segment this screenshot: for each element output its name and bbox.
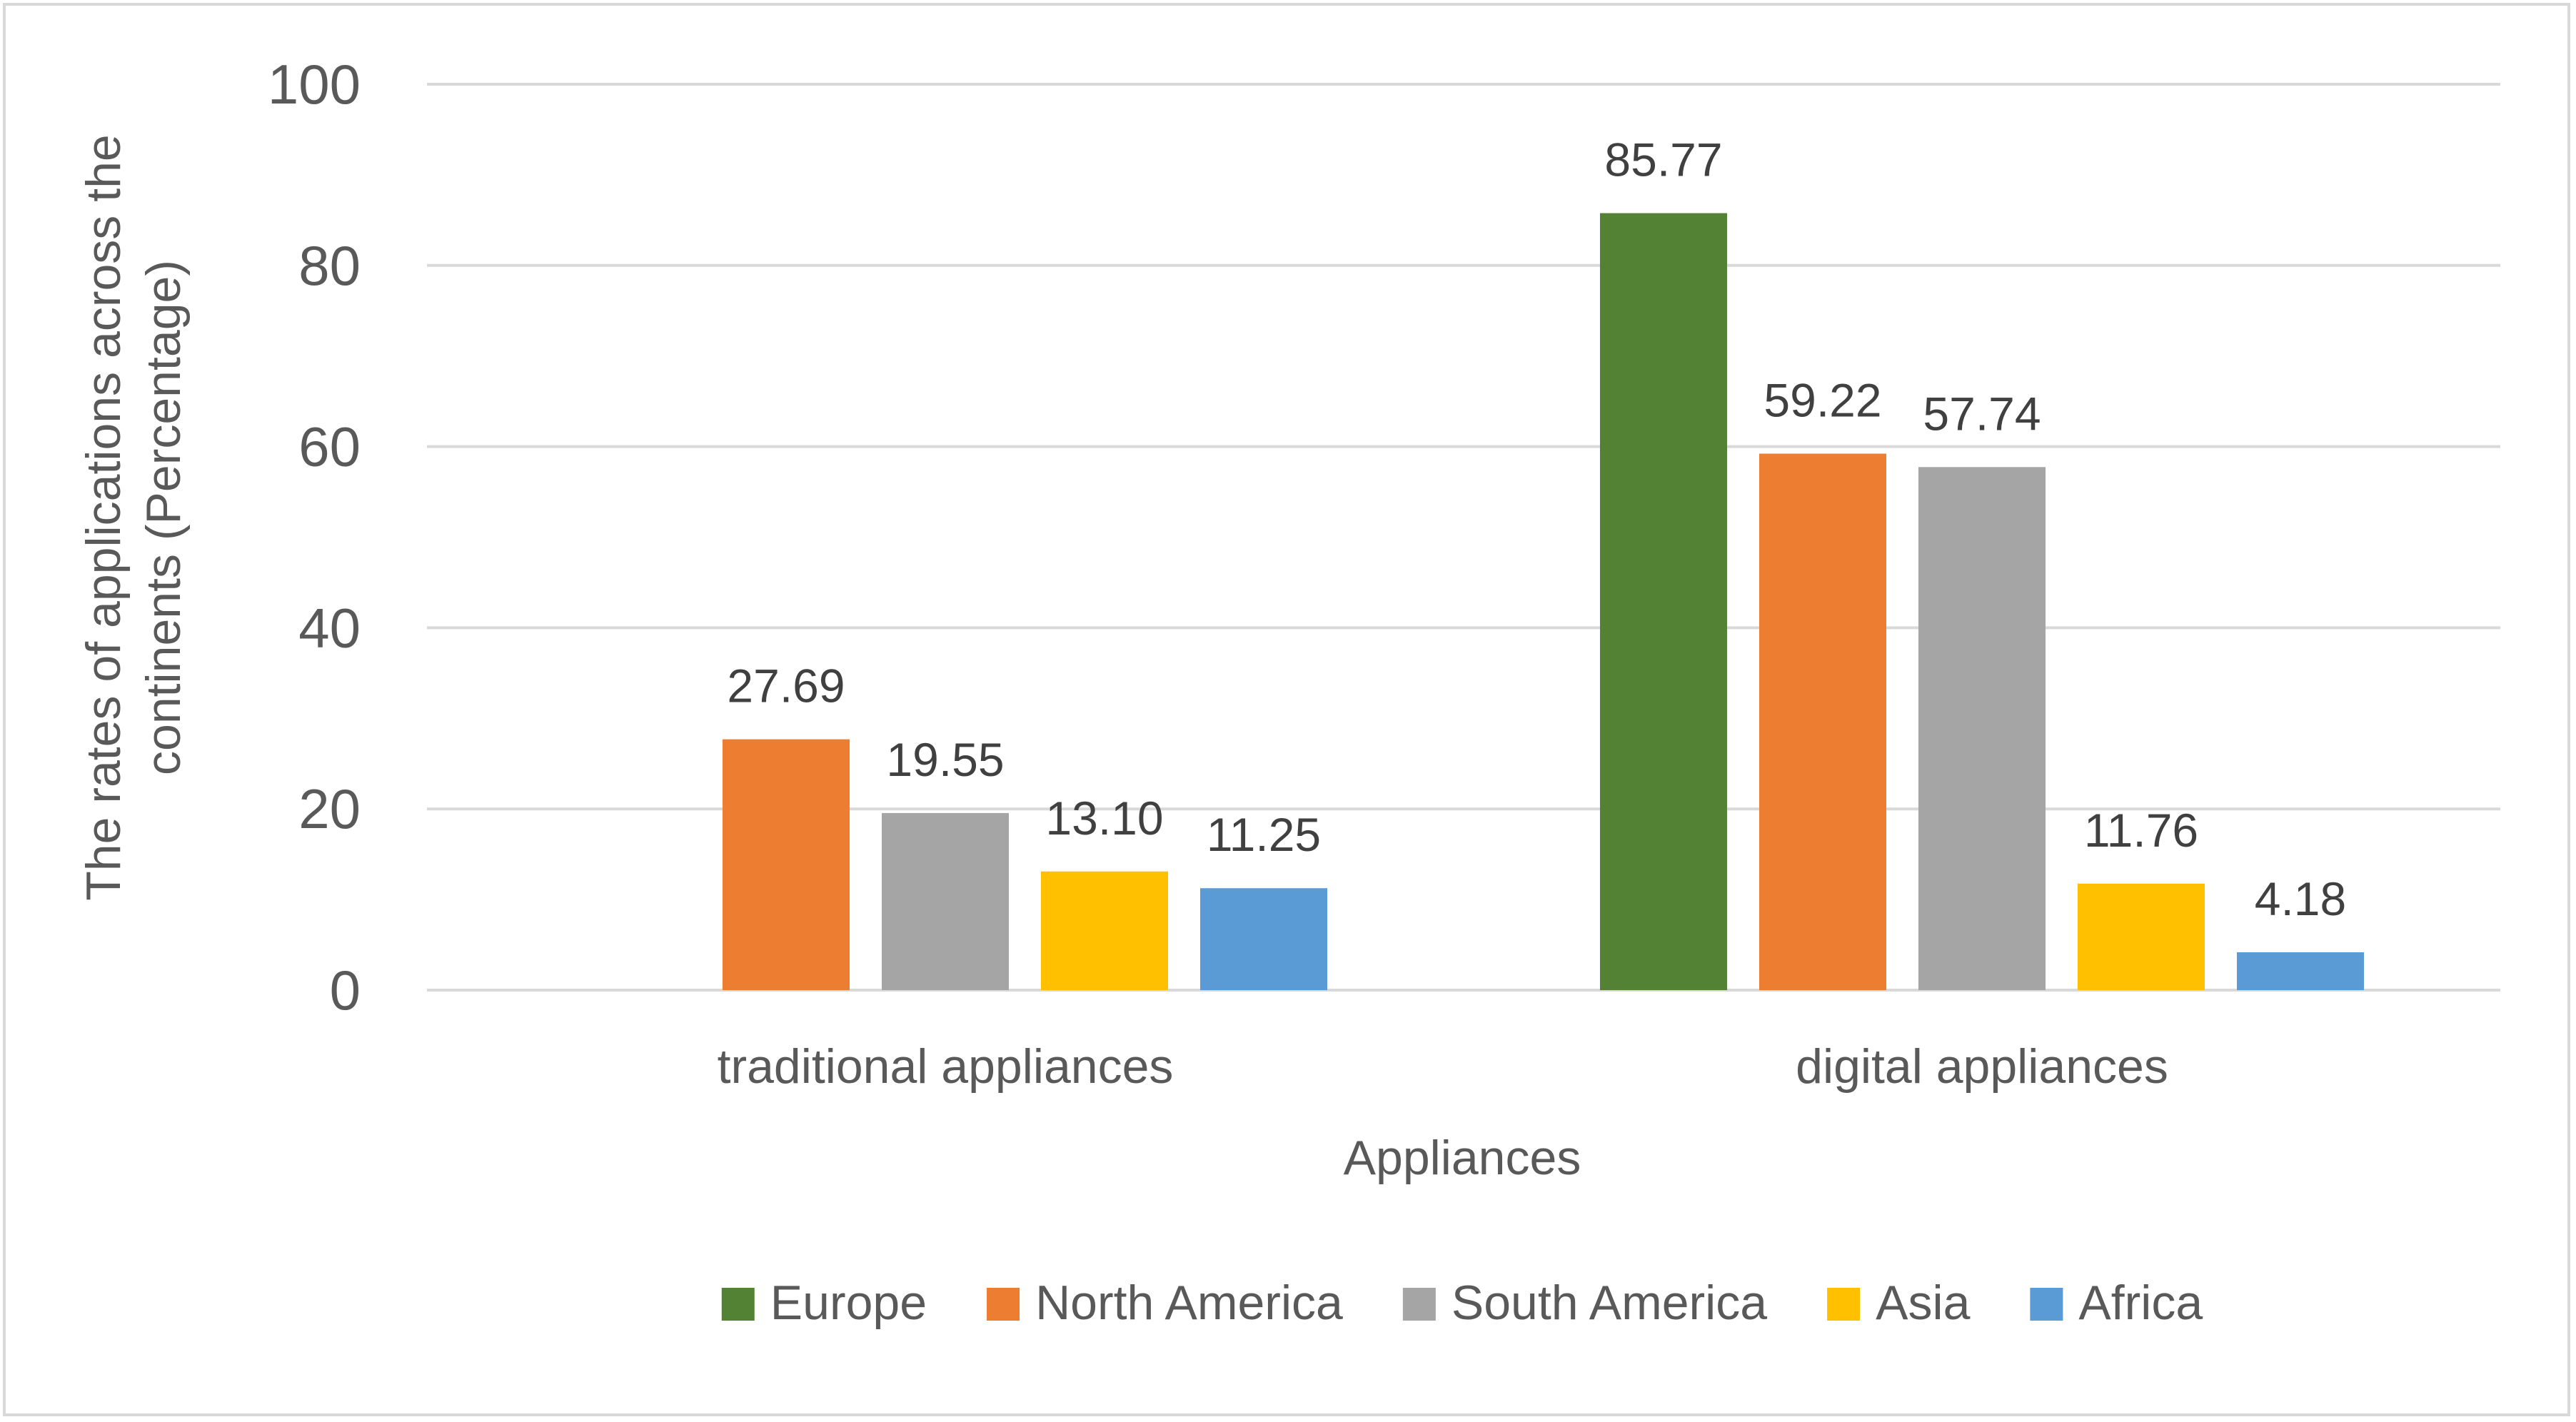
legend-label: South America — [1451, 1276, 1767, 1330]
bar-asia — [2078, 883, 2205, 990]
bar-africa — [1200, 888, 1327, 990]
y-tick-label: 0 — [330, 959, 361, 1022]
data-label: 4.18 — [2255, 872, 2346, 925]
bar-africa — [2237, 952, 2364, 990]
x-axis-categories: traditional appliances digital appliances — [718, 1039, 2168, 1094]
x-category-label: traditional appliances — [718, 1039, 1174, 1094]
data-label: 57.74 — [1923, 387, 2041, 440]
legend-swatch-europe — [721, 1288, 755, 1321]
legend-label: Europe — [770, 1276, 927, 1330]
data-label: 13.10 — [1045, 792, 1163, 844]
x-axis-title: Appliances — [1344, 1131, 1581, 1185]
data-label: 27.69 — [727, 660, 845, 712]
legend-swatch-asia — [1827, 1288, 1861, 1321]
legend-swatch-south-america — [1402, 1288, 1436, 1321]
data-label: 59.22 — [1764, 373, 1881, 426]
data-label: 11.25 — [1207, 808, 1321, 861]
y-tick-label: 40 — [298, 596, 361, 659]
y-axis-title-line-1: The rates of applications across the — [76, 134, 131, 900]
legend-label: Asia — [1876, 1276, 1970, 1330]
data-label: 11.76 — [2084, 804, 2198, 857]
y-tick-label: 100 — [268, 53, 361, 116]
bars — [723, 213, 2364, 990]
data-labels: 27.69 19.55 13.10 11.25 85.77 59.22 57.74 11.76… — [727, 133, 2346, 925]
y-tick-label: 80 — [298, 234, 361, 297]
legend: Europe North America South America Asia Afri… — [721, 1276, 2203, 1330]
bar-europe — [1600, 213, 1727, 990]
y-axis-title: The rates of applications across the con… — [76, 134, 191, 900]
bar-asia — [1041, 871, 1168, 990]
bar-south-america — [1918, 467, 2046, 990]
bar-north-america — [723, 739, 850, 990]
bar-south-america — [882, 812, 1009, 990]
y-tick-label: 20 — [298, 777, 361, 840]
legend-label: Africa — [2078, 1276, 2203, 1330]
chart-frame — [3, 3, 2570, 1416]
legend-swatch-africa — [2030, 1288, 2063, 1321]
data-label: 19.55 — [886, 733, 1004, 786]
y-axis-title-line-2: continents (Percentage) — [136, 260, 191, 775]
y-axis-ticks: 0 20 40 60 80 100 — [268, 53, 361, 1022]
legend-swatch-north-america — [987, 1288, 1020, 1321]
data-label: 85.77 — [1604, 133, 1722, 186]
y-tick-label: 60 — [298, 415, 361, 478]
x-category-label: digital appliances — [1796, 1039, 2168, 1094]
bar-north-america — [1759, 453, 1886, 990]
legend-label: North America — [1035, 1276, 1343, 1330]
